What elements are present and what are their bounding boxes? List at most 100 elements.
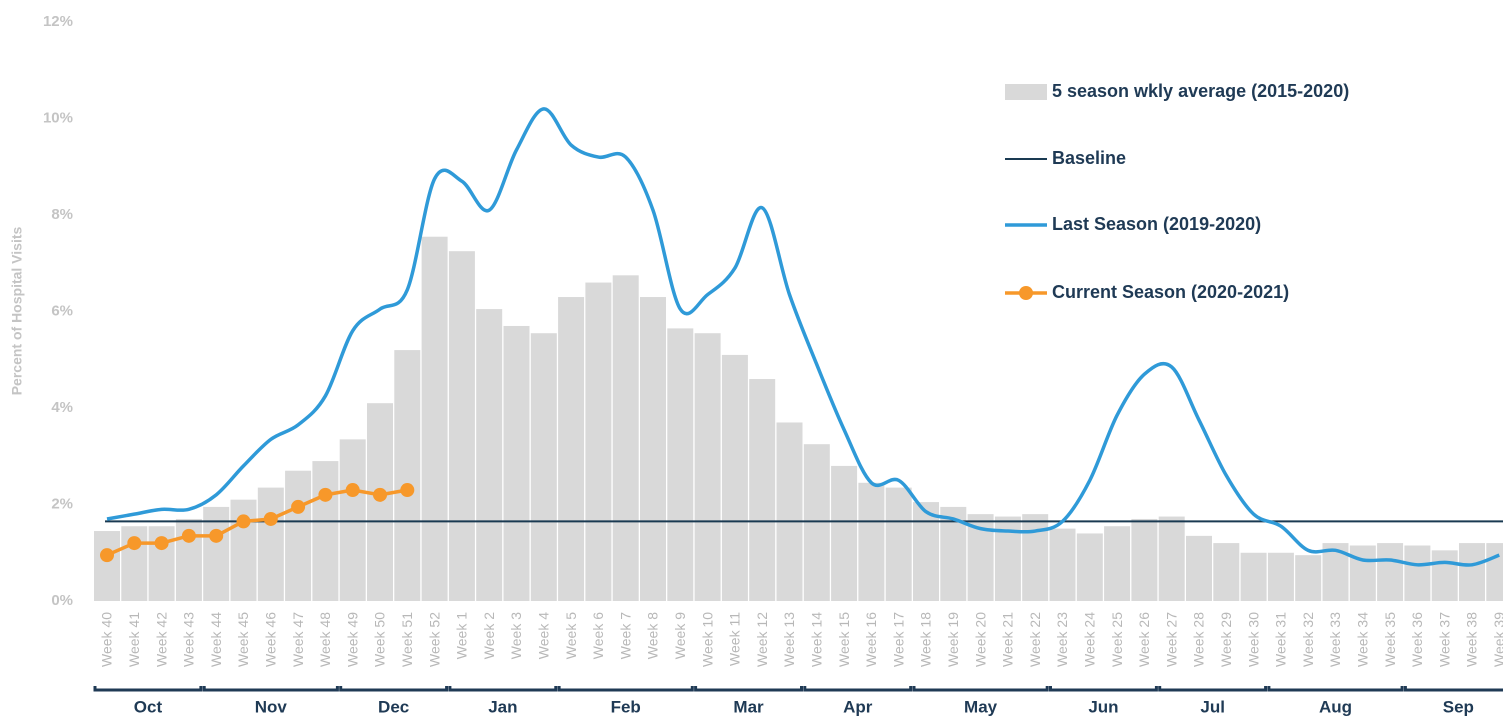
month-label: Apr bbox=[843, 697, 873, 716]
legend-label: Current Season (2020-2021) bbox=[1052, 282, 1289, 302]
bar bbox=[530, 333, 557, 601]
bar bbox=[858, 482, 885, 601]
x-tick-label: Week 17 bbox=[890, 612, 906, 667]
bar bbox=[1295, 555, 1322, 601]
x-tick-label: Week 33 bbox=[1327, 612, 1343, 667]
bar bbox=[1349, 545, 1376, 601]
bar bbox=[1404, 545, 1431, 601]
x-tick-label: Week 18 bbox=[918, 612, 934, 667]
marker bbox=[181, 528, 196, 543]
x-tick-label: Week 22 bbox=[1027, 612, 1043, 667]
bar bbox=[640, 297, 666, 601]
x-tick-label: Week 5 bbox=[563, 612, 579, 659]
x-tick-label: Week 27 bbox=[1163, 612, 1179, 667]
x-tick-label: Week 35 bbox=[1382, 612, 1398, 667]
bar bbox=[1213, 543, 1240, 601]
bar bbox=[203, 506, 230, 601]
bar bbox=[776, 422, 803, 601]
x-tick-label: Week 41 bbox=[126, 612, 142, 667]
x-tick-label: Week 3 bbox=[508, 612, 524, 659]
marker bbox=[263, 511, 278, 526]
line bbox=[106, 107, 1500, 567]
bar bbox=[1267, 552, 1294, 601]
bar bbox=[394, 350, 421, 601]
month-bracket bbox=[339, 686, 449, 692]
x-tick-label: Week 42 bbox=[153, 612, 169, 667]
y-tick-label: 6% bbox=[51, 302, 73, 319]
bar bbox=[1377, 543, 1404, 601]
x-tick-label: Week 48 bbox=[317, 612, 333, 667]
marker bbox=[291, 499, 306, 514]
legend-label: Baseline bbox=[1052, 148, 1126, 168]
y-axis-label: Percent of Hospital Visits bbox=[9, 227, 25, 396]
x-tick-label: Week 50 bbox=[372, 612, 388, 667]
bar bbox=[1459, 543, 1485, 601]
x-tick-label: Week 11 bbox=[727, 612, 743, 666]
bar bbox=[694, 333, 721, 601]
bar bbox=[1022, 514, 1049, 601]
bar bbox=[421, 236, 448, 601]
bar bbox=[1431, 550, 1458, 601]
x-tick-label: Week 21 bbox=[1000, 612, 1016, 667]
x-tick-label: Week 47 bbox=[290, 612, 306, 667]
month-bracket bbox=[93, 686, 203, 692]
x-tick-label: Week 36 bbox=[1409, 612, 1425, 667]
x-tick-label: Week 38 bbox=[1464, 612, 1480, 667]
x-tick-label: Week 49 bbox=[344, 612, 360, 667]
y-tick-label: 8% bbox=[51, 206, 73, 223]
bar bbox=[749, 379, 776, 601]
bar bbox=[1076, 533, 1103, 601]
month-bracket bbox=[694, 686, 803, 692]
bar bbox=[1049, 528, 1076, 601]
bar bbox=[285, 470, 312, 601]
x-tick-label: Week 40 bbox=[99, 612, 115, 667]
month-bracket bbox=[202, 686, 339, 692]
month-label: Jun bbox=[1088, 697, 1118, 716]
x-tick-label: Week 25 bbox=[1109, 612, 1125, 667]
bar bbox=[612, 275, 639, 601]
bar bbox=[558, 297, 585, 601]
marker bbox=[345, 483, 360, 498]
marker bbox=[100, 548, 114, 563]
x-tick-label: Week 1 bbox=[454, 612, 470, 659]
x-tick-label: Week 43 bbox=[181, 612, 197, 667]
legend-swatch bbox=[1005, 84, 1047, 100]
x-tick-label: Week 39 bbox=[1491, 612, 1503, 667]
x-tick-label: Week 32 bbox=[1300, 612, 1316, 667]
month-bracket bbox=[557, 686, 694, 692]
y-tick-label: 4% bbox=[51, 399, 73, 416]
legend-label: Last Season (2019-2020) bbox=[1052, 214, 1261, 234]
month-bracket bbox=[1403, 686, 1503, 692]
x-tick-label: Week 12 bbox=[754, 612, 770, 667]
x-tick-label: Week 45 bbox=[235, 612, 251, 667]
month-label: Dec bbox=[378, 697, 409, 716]
bar bbox=[312, 461, 339, 601]
bar bbox=[367, 403, 393, 601]
x-tick-label: Week 9 bbox=[672, 612, 688, 659]
month-bracket bbox=[1158, 686, 1268, 692]
month-bracket bbox=[1049, 686, 1158, 692]
month-label: Sep bbox=[1443, 697, 1474, 716]
month-bracket bbox=[803, 686, 913, 692]
bar bbox=[803, 444, 830, 601]
x-tick-label: Week 2 bbox=[481, 612, 497, 659]
x-tick-label: Week 26 bbox=[1136, 612, 1152, 667]
marker bbox=[236, 514, 251, 529]
month-label: Oct bbox=[134, 697, 163, 716]
bar bbox=[913, 502, 939, 601]
marker bbox=[373, 487, 387, 502]
marker bbox=[127, 536, 142, 551]
x-tick-label: Week 24 bbox=[1082, 612, 1098, 667]
marker bbox=[209, 528, 224, 543]
x-tick-label: Week 16 bbox=[863, 612, 879, 667]
bar bbox=[503, 325, 530, 601]
x-tick-label: Week 23 bbox=[1054, 612, 1070, 667]
x-tick-label: Week 37 bbox=[1436, 612, 1452, 667]
x-tick-label: Week 7 bbox=[617, 612, 633, 659]
x-tick-label: Week 34 bbox=[1355, 612, 1371, 667]
marker bbox=[400, 483, 415, 498]
month-label: May bbox=[964, 697, 998, 716]
x-tick-label: Week 13 bbox=[781, 612, 797, 667]
bar bbox=[1486, 543, 1503, 601]
